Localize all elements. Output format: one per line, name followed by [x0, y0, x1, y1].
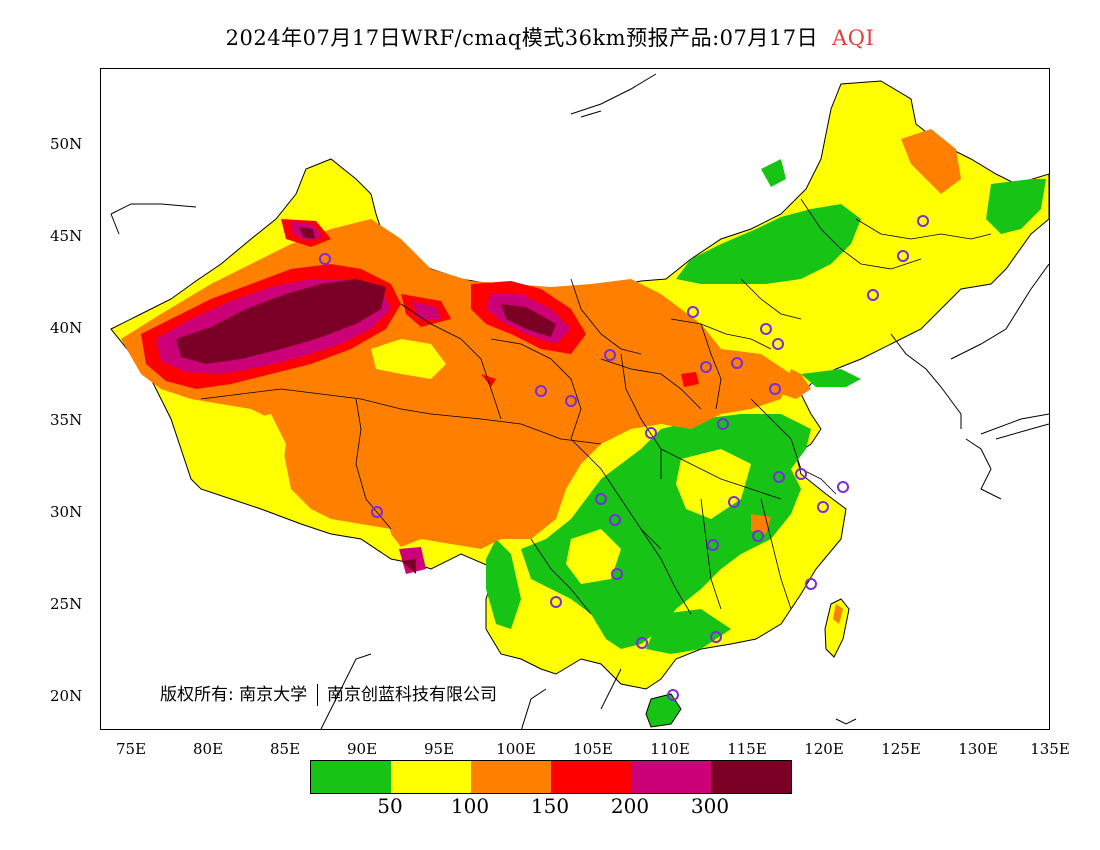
copyright-org-1: 南京大学: [239, 685, 308, 705]
lon-label-110e: 110E: [650, 740, 690, 758]
variable-label: AQI: [832, 26, 875, 50]
copyright-org-2: 南京创蓝科技有限公司: [326, 685, 497, 705]
station-markers: [319, 215, 929, 701]
legend-swatch-maroon: [711, 761, 791, 793]
legend-label-100: 100: [450, 794, 490, 818]
legend-swatch-green: [311, 761, 391, 793]
legend-swatch-yellow: [391, 761, 471, 793]
hainan: [645, 693, 682, 728]
legend-swatch-magenta: [631, 761, 711, 793]
lon-label-120e: 120E: [804, 740, 844, 758]
lon-label-95e: 95E: [423, 740, 455, 758]
maroon-alxa: [501, 304, 556, 337]
legend-label-50: 50: [377, 794, 403, 818]
legend-label-300: 300: [690, 794, 730, 818]
green-far-northeast: [986, 179, 1046, 234]
lon-label-115e: 115E: [727, 740, 767, 758]
lon-label-90e: 90E: [346, 740, 378, 758]
green-northeast: [676, 204, 861, 284]
lat-label-30n: 30N: [50, 503, 83, 521]
lon-label-130e: 130E: [958, 740, 998, 758]
lon-label-80e: 80E: [192, 740, 224, 758]
lat-label-50n: 50N: [50, 135, 83, 153]
maroon-taklimakan: [176, 279, 386, 364]
lon-label-85e: 85E: [269, 740, 301, 758]
legend-swatch-red: [551, 761, 631, 793]
copyright-notice: 版权所有: 南京大学 南京创蓝科技有限公司: [160, 680, 497, 706]
province-boundaries: [200, 198, 992, 615]
taiwan: [824, 598, 850, 658]
lon-label-135e: 135E: [1030, 740, 1070, 758]
lat-label-20n: 20N: [50, 687, 83, 705]
color-legend: [310, 760, 792, 794]
lat-label-45n: 45N: [50, 227, 83, 245]
neighbor-coastlines: [110, 73, 1049, 729]
copyright-label: 版权所有:: [160, 685, 234, 705]
lat-label-35n: 35N: [50, 411, 83, 429]
lat-label-40n: 40N: [50, 319, 83, 337]
legend-label-200: 200: [610, 794, 650, 818]
title-text: 2024年07月17日WRF/cmaq模式36km预报产品:07月17日: [225, 26, 819, 50]
legend-label-150: 150: [530, 794, 570, 818]
map-title: 2024年07月17日WRF/cmaq模式36km预报产品:07月17日 AQI: [0, 22, 1100, 52]
map-panel: [100, 68, 1050, 730]
lon-label-100e: 100E: [496, 740, 536, 758]
lon-label-75e: 75E: [115, 740, 147, 758]
aqi-map: [110, 73, 1049, 729]
legend-swatch-orange: [471, 761, 551, 793]
lon-label-105e: 105E: [573, 740, 613, 758]
copyright-divider: [316, 684, 318, 706]
lon-label-125e: 125E: [881, 740, 921, 758]
lat-label-25n: 25N: [50, 595, 83, 613]
